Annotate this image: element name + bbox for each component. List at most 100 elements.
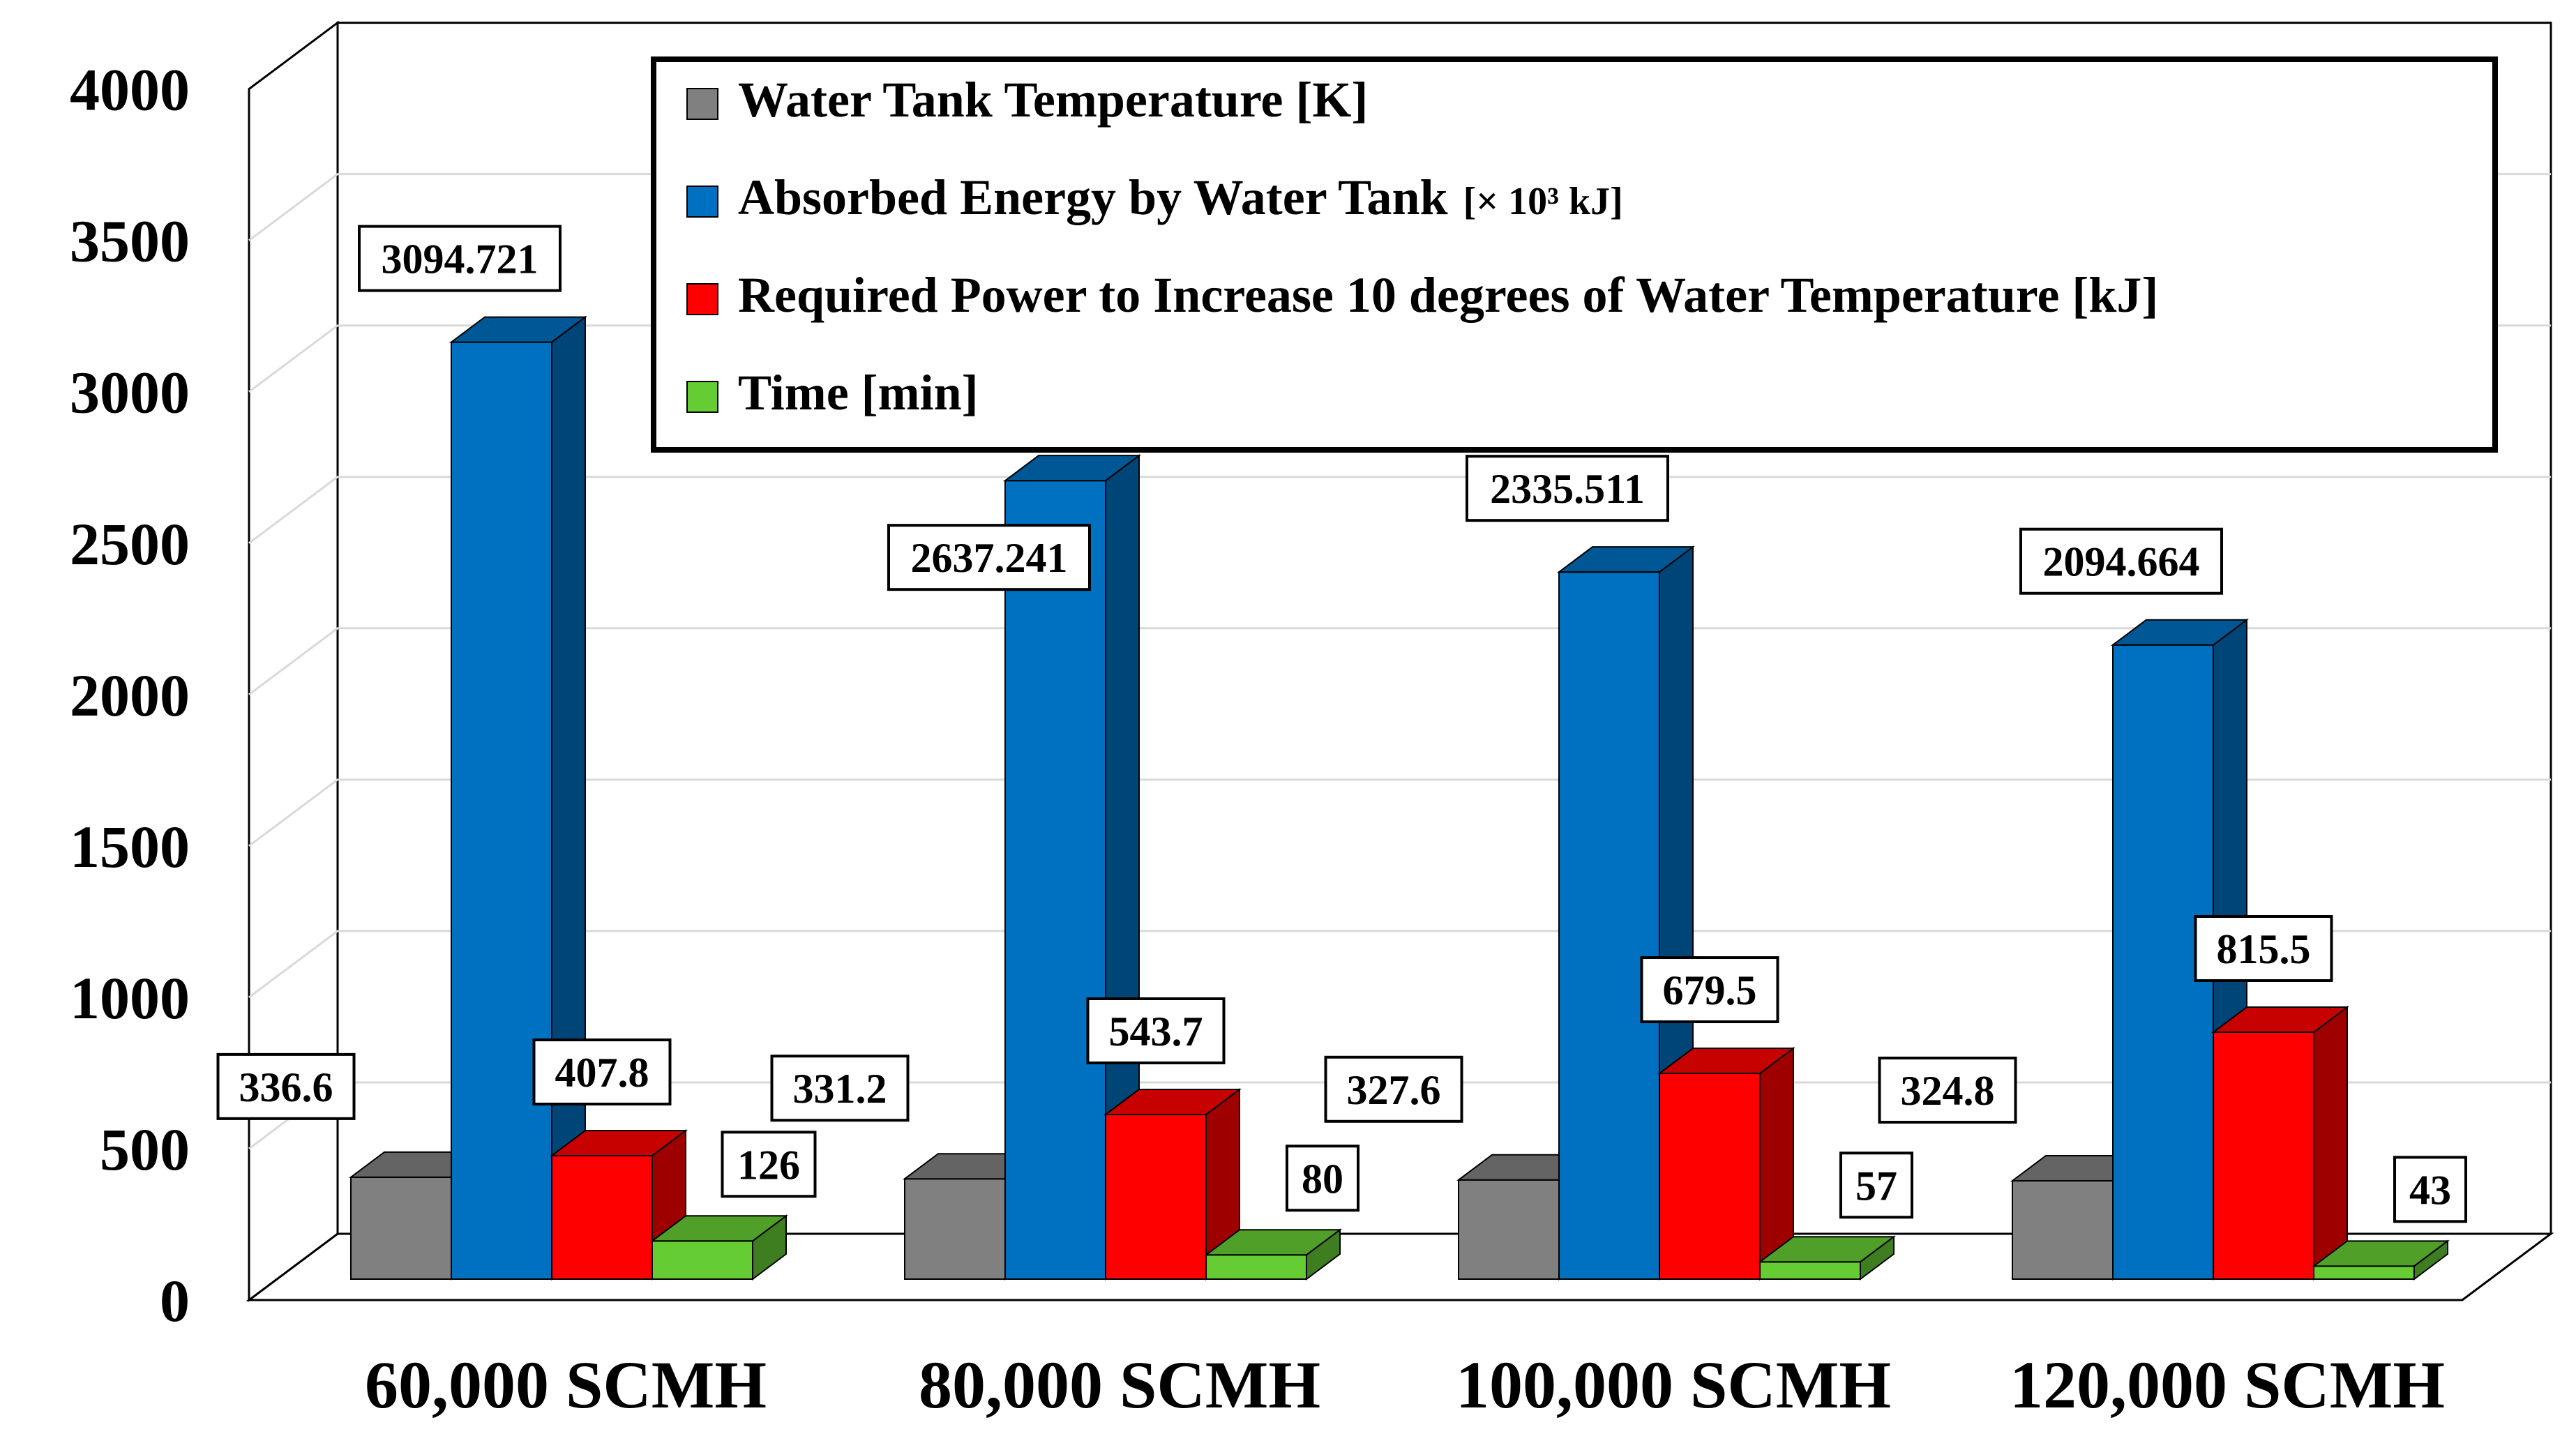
bar-front xyxy=(551,1154,653,1280)
data-label-text: 324.8 xyxy=(1901,1068,1995,1114)
data-label-box xyxy=(1086,997,1226,1064)
data-label-box xyxy=(887,524,1091,591)
data-label-text: 126 xyxy=(737,1142,800,1188)
data-label-text: 336.6 xyxy=(239,1064,333,1110)
data-label: 43 xyxy=(2393,1156,2467,1223)
x-tick-label: 80,000 SCMH xyxy=(919,1347,1320,1422)
legend-label: Water Tank Temperature [K] xyxy=(738,72,1368,128)
data-label-box xyxy=(2393,1156,2467,1223)
bar-side xyxy=(2313,1005,2348,1281)
data-label: 324.8 xyxy=(1878,1057,2017,1124)
data-label-text: 2335.511 xyxy=(1490,466,1645,512)
data-label-text: 407.8 xyxy=(555,1050,649,1096)
legend-label: Required Power to Increase 10 degrees of… xyxy=(738,267,2158,323)
x-tick-label: 60,000 SCMH xyxy=(365,1347,767,1422)
data-label-box xyxy=(721,1131,817,1198)
gridline xyxy=(248,476,2551,544)
legend-swatch xyxy=(686,88,718,120)
data-label: 2335.511 xyxy=(1466,455,1669,522)
data-label-text: 2094.664 xyxy=(2043,539,2200,585)
bar-0-3 xyxy=(650,1214,788,1281)
gridline xyxy=(248,930,2551,999)
y-tick-label: 500 xyxy=(100,1116,190,1183)
bar-front xyxy=(1458,1179,1560,1280)
y-tick-label: 0 xyxy=(160,1267,190,1334)
data-label-text: 2637.241 xyxy=(911,535,1068,581)
legend-label: Time [min] xyxy=(738,365,979,421)
bar-top xyxy=(2111,619,2249,646)
data-label-text: 543.7 xyxy=(1109,1009,1203,1055)
data-label: 2094.664 xyxy=(2019,527,2223,595)
bar-top xyxy=(550,1129,688,1156)
bar-front xyxy=(904,1178,1006,1280)
data-label: 126 xyxy=(721,1131,817,1198)
data-label-text: 43 xyxy=(2409,1167,2451,1213)
data-label-box xyxy=(2019,527,2223,595)
bar-top xyxy=(1758,1236,1896,1263)
data-label-text: 331.2 xyxy=(793,1066,887,1112)
y-axis: 0 500 1000 1500 2000 2500 3000 3500 4000 xyxy=(70,56,190,1334)
y-tick-label: 2500 xyxy=(70,511,190,577)
bar-front xyxy=(651,1240,753,1280)
bar-front xyxy=(1205,1254,1307,1280)
bar-front xyxy=(1659,1073,1761,1280)
data-label-box xyxy=(358,225,562,292)
y-tick-label: 1000 xyxy=(70,965,190,1032)
data-label-text: 679.5 xyxy=(1663,967,1757,1013)
x-tick-label: 100,000 SCMH xyxy=(1456,1347,1891,1422)
y-tick-label: 4000 xyxy=(70,56,190,123)
data-label: 80 xyxy=(1286,1145,1359,1212)
data-label-box xyxy=(1286,1145,1359,1212)
data-label-box xyxy=(1466,455,1669,522)
bar-top xyxy=(1557,546,1695,573)
gridline xyxy=(248,627,2551,696)
legend-unit: [× 10³ kJ] xyxy=(1463,180,1623,223)
bar-2-3 xyxy=(1758,1235,1896,1281)
bar-3-2 xyxy=(2211,1005,2349,1281)
legend-swatch xyxy=(686,283,718,315)
data-label-box xyxy=(770,1055,910,1122)
data-label: 331.2 xyxy=(770,1055,910,1122)
y-tick-label: 2000 xyxy=(70,662,190,729)
data-label-box xyxy=(216,1052,356,1120)
legend-swatch xyxy=(686,381,718,413)
data-label: 3094.721 xyxy=(358,225,562,292)
data-label-text: 815.5 xyxy=(2217,926,2311,972)
data-label-text: 327.6 xyxy=(1347,1067,1441,1113)
data-label: 57 xyxy=(1839,1151,1913,1219)
bar-top xyxy=(2312,1240,2450,1267)
data-label-text: 80 xyxy=(1302,1156,1343,1202)
bar-1-3 xyxy=(1204,1228,1342,1281)
legend-swatch xyxy=(686,186,718,218)
bar-front xyxy=(1759,1261,1861,1281)
bar-top xyxy=(1657,1048,1795,1075)
bar-front xyxy=(1004,480,1106,1280)
legend-box xyxy=(651,56,2498,453)
data-label: 2637.241 xyxy=(887,524,1091,591)
data-label-box xyxy=(532,1038,672,1105)
data-label-box xyxy=(1878,1057,2017,1124)
bar-top xyxy=(449,316,587,343)
data-label-box xyxy=(1839,1151,1913,1219)
bar-0-1 xyxy=(449,315,587,1281)
data-label: 407.8 xyxy=(532,1038,672,1105)
data-label-text: 57 xyxy=(1855,1163,1897,1209)
bar-top xyxy=(650,1215,788,1242)
y-tick-label: 3500 xyxy=(70,208,190,275)
x-axis: 60,000 SCMH 80,000 SCMH 100,000 SCMH 120,00… xyxy=(365,1347,2445,1422)
bar-top xyxy=(1104,1088,1242,1115)
data-label: 327.6 xyxy=(1324,1055,1463,1123)
bar-3-3 xyxy=(2312,1239,2450,1281)
bar-front xyxy=(350,1176,452,1281)
x-tick-label: 120,000 SCMH xyxy=(2010,1347,2445,1422)
bar-1-1 xyxy=(1003,454,1141,1281)
bar-top xyxy=(1003,455,1141,482)
bar-2-2 xyxy=(1657,1047,1795,1281)
y-tick-label: 3000 xyxy=(70,359,190,426)
data-label: 679.5 xyxy=(1640,956,1779,1024)
bar-front xyxy=(2012,1180,2114,1280)
bar-front xyxy=(1558,571,1660,1280)
data-label: 336.6 xyxy=(216,1052,356,1120)
bar-front xyxy=(2213,1031,2314,1280)
data-labels: 336.6 3094.721 407.8 126 331.2 2637.241 543.7 8… xyxy=(216,225,2467,1223)
